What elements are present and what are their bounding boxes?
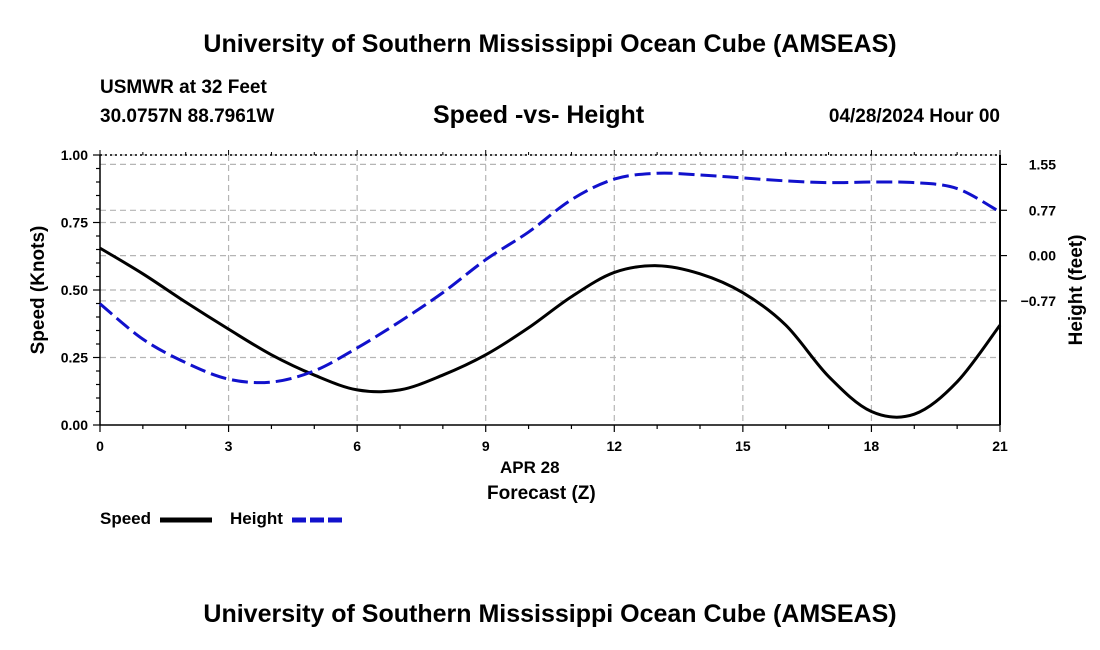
x-axis-date-label: APR 28 — [500, 458, 560, 477]
main-title: University of Southern Mississippi Ocean… — [203, 30, 897, 58]
y-right-tick-label: 0.00 — [1029, 248, 1056, 264]
y-right-tick-label: 0.77 — [1029, 202, 1056, 218]
y-right-axis-title: Height (feet) — [1066, 235, 1087, 346]
datetime-label: 04/28/2024 Hour 00 — [828, 106, 1000, 127]
x-tick-label: 0 — [96, 438, 104, 454]
y-tick-label: 0.50 — [61, 282, 88, 298]
x-tick-label: 18 — [864, 438, 880, 454]
y-axis-title: Speed (Knots) — [28, 226, 49, 355]
plot-title: Speed -vs- Height — [433, 101, 645, 129]
y-tick-label: 0.25 — [61, 350, 88, 366]
x-tick-label: 3 — [225, 438, 233, 454]
legend-height-label: Height — [230, 509, 283, 528]
legend-speed-label: Speed — [100, 509, 152, 528]
x-tick-label: 9 — [482, 438, 490, 454]
coordinates-label: 30.0757N 88.7961W — [100, 106, 275, 127]
y-tick-label: 0.00 — [61, 417, 88, 433]
x-tick-label: 6 — [353, 438, 361, 454]
station-label: USMWR at 32 Feet — [100, 77, 267, 98]
y-tick-label: 0.75 — [61, 215, 88, 231]
y-right-tick-label: −0.77 — [1021, 293, 1057, 309]
x-axis-title: Forecast (Z) — [487, 483, 596, 504]
y-right-tick-label: 1.55 — [1029, 156, 1056, 172]
footer-title: University of Southern Mississippi Ocean… — [203, 600, 897, 628]
x-tick-label: 15 — [735, 438, 751, 454]
x-tick-label: 12 — [606, 438, 622, 454]
series-line-speed — [99, 246, 1002, 419]
x-tick-label: 21 — [992, 438, 1008, 454]
y-tick-label: 1.00 — [61, 147, 88, 163]
series-line-height — [99, 171, 1001, 385]
